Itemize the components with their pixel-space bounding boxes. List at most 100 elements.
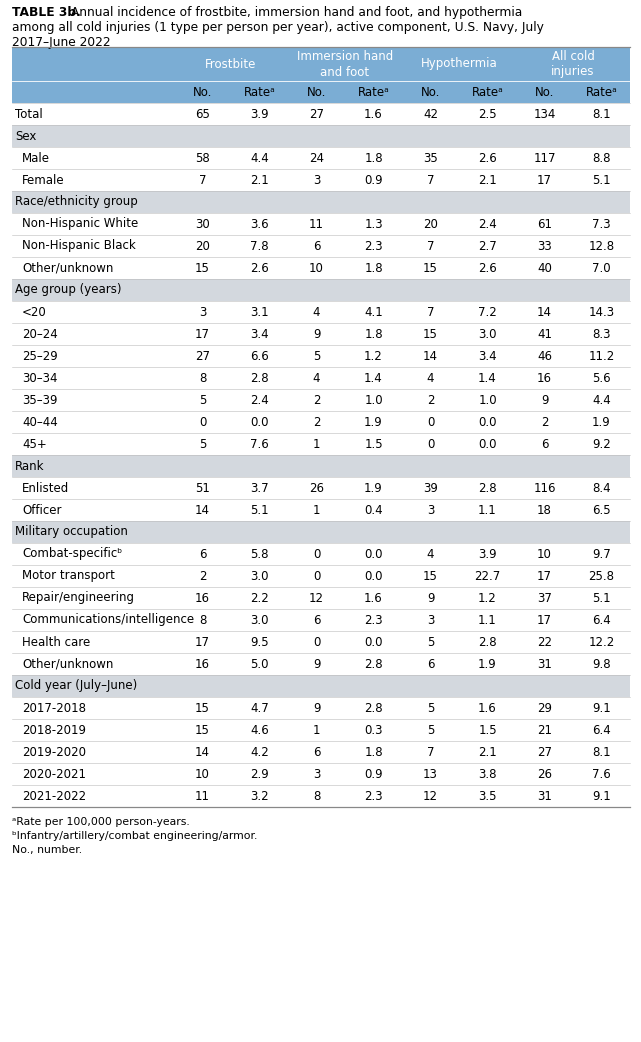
Text: 3.8: 3.8 [478, 768, 497, 780]
Bar [12, 235, 630, 257]
Text: 14: 14 [195, 503, 210, 517]
Text: 14.3: 14.3 [588, 305, 615, 319]
Text: 1.9: 1.9 [364, 481, 383, 495]
Text: 2.6: 2.6 [478, 151, 497, 165]
Text: 6: 6 [541, 438, 548, 450]
Text: 1.9: 1.9 [592, 416, 611, 428]
Bar [12, 257, 630, 279]
Text: 6.4: 6.4 [592, 614, 611, 626]
Text: 7: 7 [199, 174, 206, 187]
Text: 15: 15 [195, 701, 210, 715]
Text: 26: 26 [309, 481, 324, 495]
Text: 0: 0 [313, 570, 320, 582]
Text: 46: 46 [537, 349, 552, 363]
Text: 2: 2 [427, 394, 434, 406]
Text: 17: 17 [195, 327, 210, 341]
Text: 3.4: 3.4 [478, 349, 497, 363]
Bar [12, 763, 630, 785]
Text: Hypothermia: Hypothermia [420, 57, 497, 71]
Text: Repair/engineering: Repair/engineering [22, 592, 135, 604]
Text: 4.2: 4.2 [250, 745, 269, 759]
Bar [12, 103, 630, 125]
Bar [12, 697, 630, 719]
Text: <20: <20 [22, 305, 47, 319]
Text: 2: 2 [199, 570, 206, 582]
Text: 15: 15 [423, 262, 438, 274]
Bar [12, 455, 630, 477]
Bar [12, 367, 630, 389]
Text: 4.4: 4.4 [592, 394, 611, 406]
Text: 8: 8 [199, 614, 206, 626]
Text: Male: Male [22, 151, 50, 165]
Text: 2: 2 [541, 416, 548, 428]
Text: 11.2: 11.2 [588, 349, 615, 363]
Text: ᵃRate per 100,000 person-years.: ᵃRate per 100,000 person-years. [12, 817, 190, 827]
Text: 5.8: 5.8 [250, 547, 269, 561]
Text: 6: 6 [313, 745, 320, 759]
Text: 10: 10 [195, 768, 210, 780]
Text: 2.1: 2.1 [478, 174, 497, 187]
Text: Sex: Sex [15, 129, 37, 143]
Text: 5: 5 [313, 349, 320, 363]
Text: Female: Female [22, 174, 65, 187]
Text: 7.8: 7.8 [250, 240, 269, 252]
Text: 14: 14 [195, 745, 210, 759]
Text: Combat-specificᵇ: Combat-specificᵇ [22, 547, 122, 561]
Text: 2.4: 2.4 [250, 394, 269, 406]
Text: Rateᵃ: Rateᵃ [244, 85, 276, 99]
Text: 12.8: 12.8 [588, 240, 615, 252]
Text: Non-Hispanic Black: Non-Hispanic Black [22, 240, 136, 252]
Text: Immersion hand
and foot: Immersion hand and foot [297, 50, 393, 78]
Text: 9.1: 9.1 [592, 790, 611, 802]
Text: 5.1: 5.1 [250, 503, 269, 517]
Text: 0: 0 [199, 416, 206, 428]
Text: 0: 0 [427, 416, 434, 428]
Text: 20: 20 [195, 240, 210, 252]
Text: 0.0: 0.0 [250, 416, 269, 428]
Text: 2.4: 2.4 [478, 218, 497, 230]
Text: Military occupation: Military occupation [15, 525, 128, 539]
Text: Rateᵃ: Rateᵃ [358, 85, 389, 99]
Text: 2.9: 2.9 [250, 768, 269, 780]
Text: 11: 11 [195, 790, 210, 802]
Text: 15: 15 [423, 327, 438, 341]
Text: 40–44: 40–44 [22, 416, 58, 428]
Text: 9.7: 9.7 [592, 547, 611, 561]
Text: 3.4: 3.4 [250, 327, 269, 341]
Text: 17: 17 [537, 570, 552, 582]
Text: 35–39: 35–39 [22, 394, 58, 406]
Text: 3: 3 [427, 614, 434, 626]
Text: 3.6: 3.6 [250, 218, 269, 230]
Bar [12, 719, 630, 741]
Text: 3.7: 3.7 [250, 481, 269, 495]
Bar [12, 301, 630, 323]
Text: 17: 17 [195, 636, 210, 648]
Text: 8.1: 8.1 [592, 745, 611, 759]
Text: 1.0: 1.0 [478, 394, 497, 406]
Bar [12, 477, 630, 499]
Text: 22.7: 22.7 [474, 570, 501, 582]
Bar [12, 675, 630, 697]
Text: 2.8: 2.8 [364, 658, 383, 670]
Text: 2018-2019: 2018-2019 [22, 723, 86, 737]
Text: 13: 13 [423, 768, 438, 780]
Text: 117: 117 [533, 151, 556, 165]
Text: 27: 27 [537, 745, 552, 759]
Text: 2020-2021: 2020-2021 [22, 768, 86, 780]
Text: 116: 116 [533, 481, 556, 495]
Text: 8.4: 8.4 [592, 481, 611, 495]
Text: No.: No. [193, 85, 212, 99]
Text: 12: 12 [309, 592, 324, 604]
Text: 3.0: 3.0 [250, 570, 269, 582]
Text: 2.2: 2.2 [250, 592, 269, 604]
Text: 1.8: 1.8 [364, 327, 383, 341]
Text: 1.6: 1.6 [364, 107, 383, 121]
Text: Communications/intelligence: Communications/intelligence [22, 614, 194, 626]
Text: TABLE 3b.: TABLE 3b. [12, 6, 81, 19]
Text: 0.0: 0.0 [478, 438, 497, 450]
Text: 1: 1 [313, 503, 320, 517]
Text: 4.7: 4.7 [250, 701, 269, 715]
Bar [12, 433, 630, 455]
Text: 5: 5 [427, 701, 434, 715]
Text: 37: 37 [537, 592, 552, 604]
